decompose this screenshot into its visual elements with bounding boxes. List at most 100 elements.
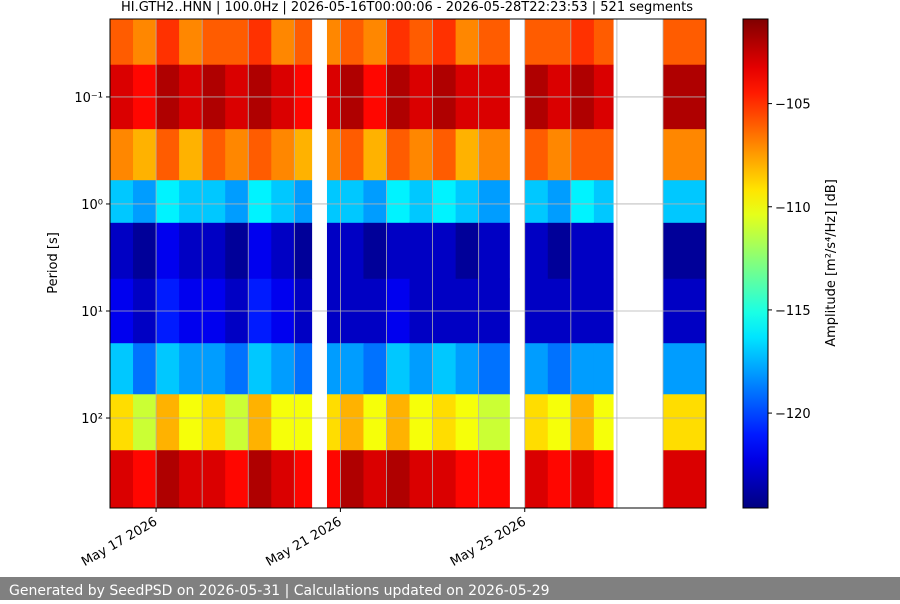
heatmap-cell [340, 180, 364, 224]
heatmap-cell [179, 343, 203, 395]
heatmap-cell [662, 19, 707, 66]
heatmap-cell [593, 180, 614, 224]
heatmap-cell [455, 129, 480, 181]
heatmap-cell [133, 222, 157, 280]
heatmap-cell [156, 450, 180, 509]
heatmap-cell [524, 222, 549, 280]
heatmap-cell [662, 180, 707, 224]
heatmap-cell [271, 180, 295, 224]
colorbar [742, 18, 769, 509]
heatmap-cell [248, 222, 272, 280]
heatmap-cell [225, 394, 249, 451]
heatmap-cell [593, 19, 614, 66]
heatmap-cell [547, 222, 572, 280]
chart-title: HI.GTH2..HNN | 100.0Hz | 2026-05-16T00:0… [121, 0, 693, 15]
plot-frame [109, 18, 707, 509]
heatmap-cell [662, 343, 707, 395]
heatmap-cell [432, 129, 457, 181]
heatmap-cell [179, 394, 203, 451]
heatmap-cell [386, 450, 411, 509]
heatmap-cell [409, 129, 434, 181]
heatmap-cell [248, 394, 272, 451]
heatmap-cell [478, 450, 510, 509]
heatmap-cell [363, 180, 387, 224]
heatmap-cell [248, 19, 272, 66]
heatmap-cell [294, 450, 313, 509]
heatmap-cell [570, 450, 595, 509]
heatmap-cell [294, 19, 313, 66]
heatmap-cell [202, 222, 226, 280]
heatmap-cell [386, 19, 411, 66]
heatmap-cell [133, 129, 157, 181]
heatmap-cell [363, 222, 387, 280]
heatmap-cell [570, 222, 595, 280]
heatmap-cell [547, 343, 572, 395]
heatmap-cell [455, 180, 480, 224]
heatmap-cell [225, 129, 249, 181]
heatmap-cell [570, 180, 595, 224]
heatmap-cell [662, 129, 707, 181]
heatmap-cell [340, 450, 364, 509]
heatmap-cell [478, 394, 510, 451]
heatmap-cell [386, 222, 411, 280]
heatmap-cell [570, 394, 595, 451]
heatmap-cell [271, 129, 295, 181]
heatmap-cell [179, 19, 203, 66]
heatmap-cell [326, 450, 341, 509]
heatmap-cell [110, 222, 134, 280]
heatmap-cell [340, 19, 364, 66]
colorbar-tick-label: −105 [775, 98, 811, 113]
heatmap-cell [133, 394, 157, 451]
heatmap-cell [225, 222, 249, 280]
heatmap-cell [133, 450, 157, 509]
heatmap-cell [363, 19, 387, 66]
heatmap-cell [110, 19, 134, 66]
heatmap-cell [156, 394, 180, 451]
heatmap-cell [432, 19, 457, 66]
heatmap-cell [326, 222, 341, 280]
heatmap-cell [524, 450, 549, 509]
heatmap-cell [547, 129, 572, 181]
heatmap-cell [271, 450, 295, 509]
colorbar-label: Amplitude [m²/s⁴/Hz] [dB] [824, 179, 839, 347]
heatmap-cell [570, 19, 595, 66]
heatmap-cell [478, 222, 510, 280]
heatmap-cell [248, 180, 272, 224]
heatmap-cell [478, 129, 510, 181]
heatmap-cell [133, 343, 157, 395]
heatmap-cell [547, 394, 572, 451]
heatmap-cell [326, 180, 341, 224]
heatmap-cell [248, 129, 272, 181]
heatmap-cell [202, 19, 226, 66]
heatmap-cell [363, 450, 387, 509]
heatmap-cell [110, 180, 134, 224]
heatmap-cell [202, 450, 226, 509]
heatmap-cell [432, 450, 457, 509]
heatmap-cell [363, 394, 387, 451]
heatmap-cell [409, 180, 434, 224]
heatmap-cell [225, 343, 249, 395]
heatmap-cell [225, 19, 249, 66]
heatmap-cell [294, 394, 313, 451]
heatmap-cell [110, 129, 134, 181]
heatmap-cell [593, 129, 614, 181]
y-tick-label: 10¹ [81, 305, 103, 320]
heatmap-cell [294, 222, 313, 280]
heatmap-cell [294, 180, 313, 224]
heatmap-cell [202, 129, 226, 181]
heatmap-cell [294, 343, 313, 395]
heatmap-cell [386, 180, 411, 224]
heatmap-cell [386, 394, 411, 451]
heatmap-cell [340, 394, 364, 451]
heatmap-cell [547, 450, 572, 509]
heatmap-cell [340, 129, 364, 181]
heatmap-cell [547, 19, 572, 66]
heatmap-cell [455, 394, 480, 451]
heatmap-cell [455, 19, 480, 66]
heatmap-cell [409, 450, 434, 509]
heatmap-cell [202, 180, 226, 224]
heatmap-cell [409, 394, 434, 451]
y-axis-label: Period [s] [46, 232, 61, 294]
heatmap-cell [156, 19, 180, 66]
heatmap-cell [478, 180, 510, 224]
